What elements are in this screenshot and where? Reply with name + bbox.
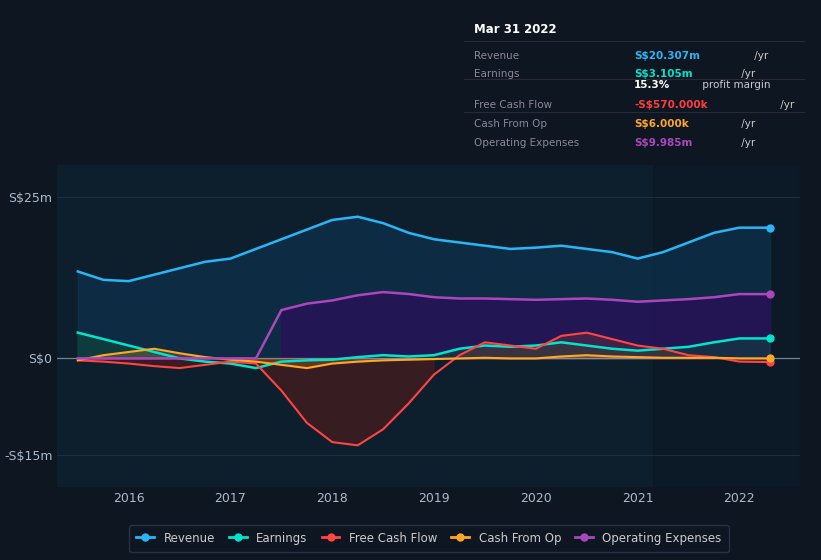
Bar	[653, 165, 800, 487]
Text: Revenue: Revenue	[474, 51, 519, 60]
Text: Operating Expenses: Operating Expenses	[474, 138, 580, 148]
Text: S$3.105m: S$3.105m	[635, 68, 693, 78]
Text: /yr: /yr	[777, 100, 794, 110]
Text: Free Cash Flow: Free Cash Flow	[474, 100, 553, 110]
Text: /yr: /yr	[738, 138, 755, 148]
Text: -S$570.000k: -S$570.000k	[635, 100, 708, 110]
Text: S$6.000k: S$6.000k	[635, 119, 689, 129]
Text: 15.3%: 15.3%	[635, 81, 671, 90]
Text: S$9.985m: S$9.985m	[635, 138, 693, 148]
Text: /yr: /yr	[738, 119, 755, 129]
Text: profit margin: profit margin	[699, 81, 770, 90]
Legend: Revenue, Earnings, Free Cash Flow, Cash From Op, Operating Expenses: Revenue, Earnings, Free Cash Flow, Cash …	[129, 525, 729, 552]
Text: Mar 31 2022: Mar 31 2022	[474, 22, 557, 35]
Text: /yr: /yr	[738, 68, 755, 78]
Text: Cash From Op: Cash From Op	[474, 119, 547, 129]
Text: Earnings: Earnings	[474, 68, 520, 78]
Text: /yr: /yr	[750, 51, 768, 60]
Text: S$20.307m: S$20.307m	[635, 51, 700, 60]
